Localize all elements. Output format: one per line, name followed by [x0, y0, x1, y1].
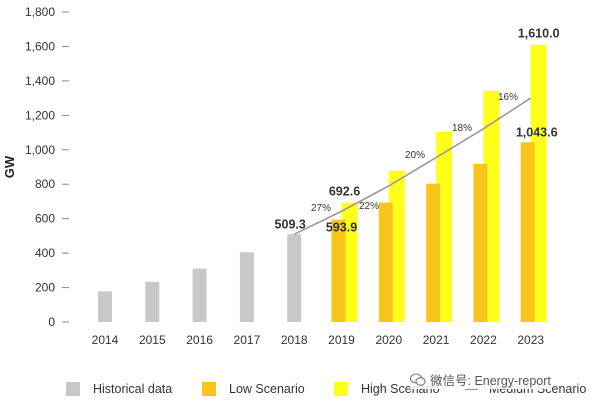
data-label: 509.3	[275, 217, 306, 231]
bar-historical	[98, 291, 112, 322]
legend-low: Low Scenario	[202, 382, 305, 396]
data-label: 1,610.0	[518, 27, 560, 41]
bar-low-scenario	[426, 183, 441, 322]
bars	[98, 44, 547, 322]
bar-historical	[145, 281, 160, 322]
growth-label: 18%	[452, 123, 472, 134]
bar-historical	[239, 252, 254, 322]
legend-swatch-historical	[66, 382, 80, 396]
x-tick-label: 2022	[470, 333, 497, 347]
chart-canvas: GW 0 200 400 600 800 1,000 1,200 1,400 1,600 1,80…	[2, 5, 560, 347]
legend-swatch-low	[202, 382, 216, 396]
watermark-text: 微信号: Energy-report	[430, 374, 551, 388]
bar-low-scenario	[473, 163, 488, 322]
legend-historical: Historical data	[66, 382, 172, 396]
growth-label: 22%	[359, 201, 379, 212]
medium-scenario-line	[293, 97, 532, 236]
legend-label-low: Low Scenario	[229, 382, 305, 396]
x-tick-label: 2020	[375, 333, 402, 347]
medium-scenario-line-path	[293, 97, 532, 236]
y-tick-label: 600	[35, 212, 55, 226]
wechat-icon	[410, 372, 426, 386]
y-tick-label: 1,800	[25, 5, 55, 19]
legend-swatch-medium	[465, 388, 478, 390]
bar-low-scenario	[378, 202, 393, 322]
growth-label: 20%	[405, 150, 425, 161]
x-axis-ticks: 2014 2015 2016 2017 2018 2019 2020 2021 2022 2023	[92, 333, 545, 347]
y-axis-ticks: 0 200 400 600 800 1,000 1,200 1,400 1,600 1,800	[25, 5, 69, 329]
y-axis-label: GW	[2, 155, 17, 178]
y-tick-label: 1,400	[25, 74, 55, 88]
y-tick-label: 1,600	[25, 39, 55, 53]
data-label: 1,043.6	[516, 125, 558, 139]
y-tick-label: 200	[35, 281, 55, 295]
bar-historical	[192, 268, 207, 322]
x-tick-label: 2017	[234, 333, 261, 347]
growth-label: 16%	[498, 92, 518, 103]
data-label: 593.9	[326, 221, 357, 235]
legend-swatch-high	[334, 382, 348, 396]
bar-low-scenario	[520, 142, 535, 322]
y-tick-label: 400	[35, 246, 55, 260]
x-tick-label: 2016	[186, 333, 213, 347]
x-tick-label: 2021	[423, 333, 450, 347]
x-tick-label: 2023	[517, 333, 544, 347]
data-label: 692.6	[329, 185, 360, 199]
watermark: 微信号: Energy-report	[410, 370, 551, 389]
data-labels: 509.3 593.9 692.6 1,043.6 1,610.0 27% 22% 20% 18…	[275, 27, 560, 235]
x-tick-label: 2014	[92, 333, 119, 347]
y-tick-label: 1,200	[25, 108, 55, 122]
y-tick-label: 800	[35, 177, 55, 191]
y-tick-label: 0	[48, 315, 55, 329]
legend-label-historical: Historical data	[93, 382, 173, 396]
bar-historical	[287, 234, 302, 322]
x-tick-label: 2018	[281, 333, 308, 347]
y-tick-label: 1,000	[25, 143, 55, 157]
bar-low-scenario	[331, 219, 346, 322]
x-tick-label: 2015	[139, 333, 166, 347]
growth-label: 27%	[311, 203, 331, 214]
x-tick-label: 2019	[328, 333, 355, 347]
